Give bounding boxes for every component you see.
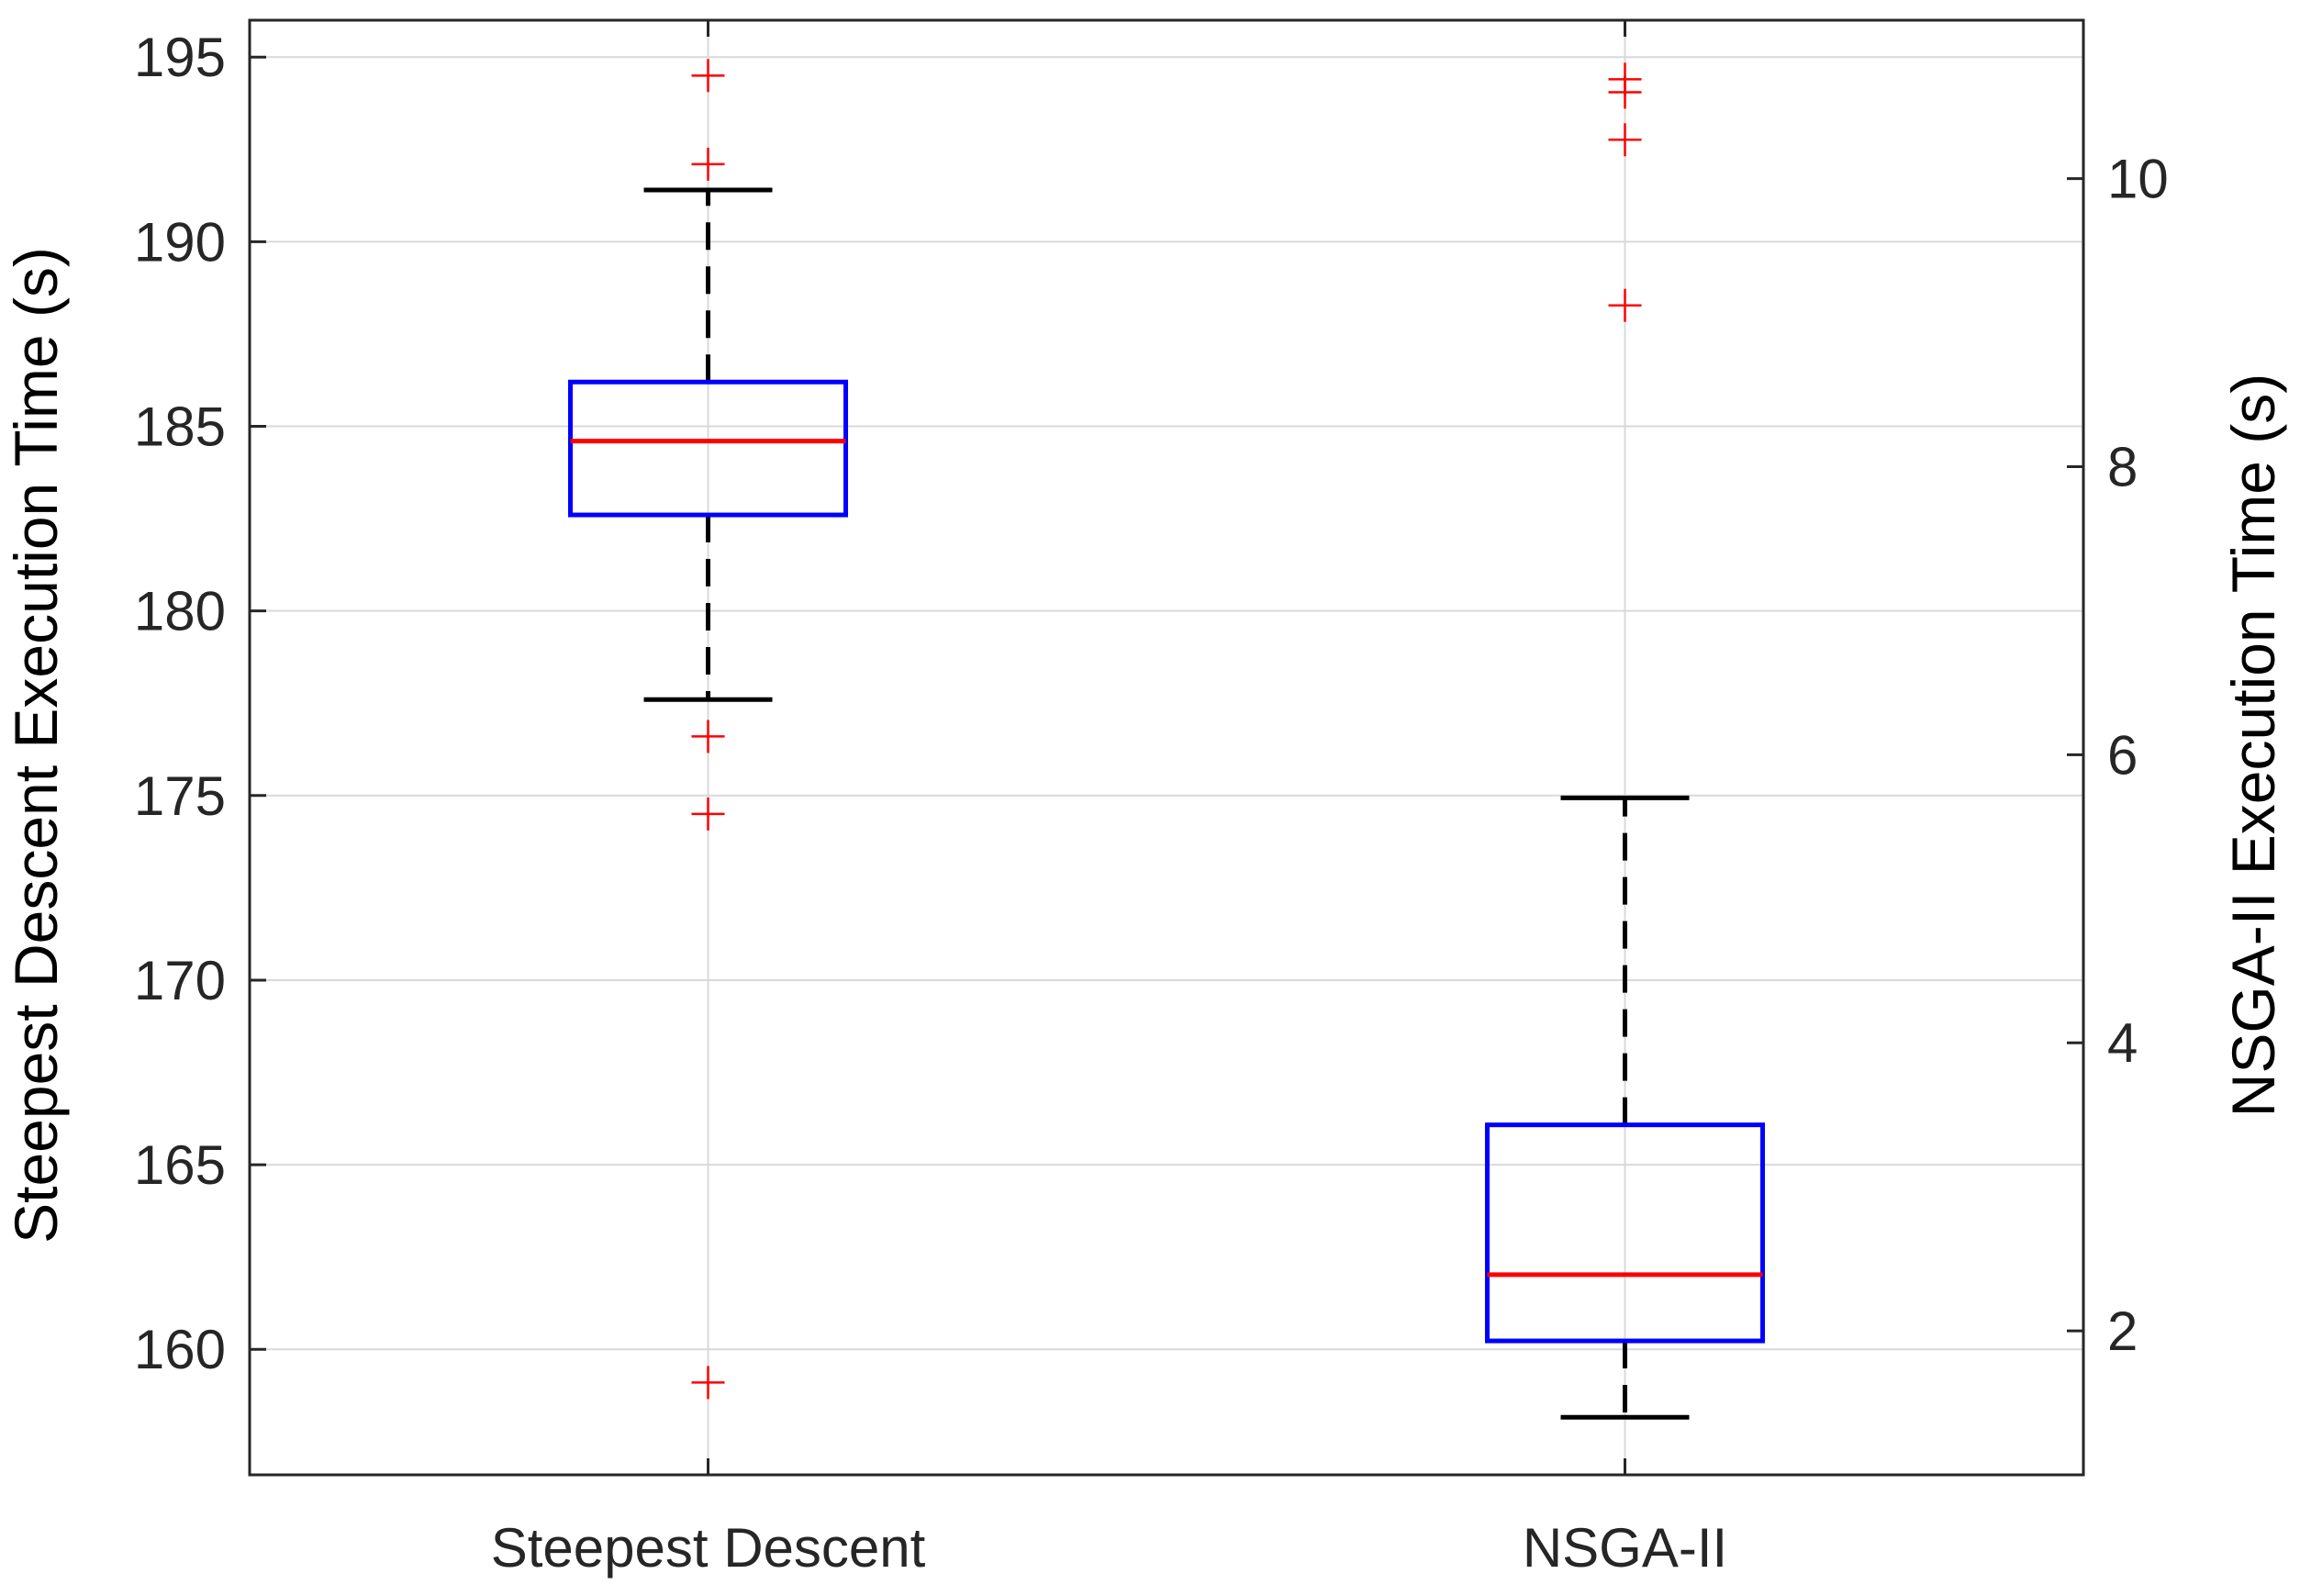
x-tick-label: Steepest Descent [491,1517,926,1579]
y-right-tick-label: 10 [2107,149,2169,210]
plot-area-frame [248,18,2085,1477]
y-left-tick-label: 190 [134,211,226,273]
box-plot-series [568,59,1765,1420]
box-iqr [568,379,848,518]
y-left-tick-label: 165 [134,1134,226,1196]
x-tick-label: NSGA-II [1523,1517,1727,1579]
box-iqr [1485,1122,1765,1344]
outlier-marker [1608,75,1642,109]
outlier-marker [691,720,725,753]
y-left-tick-label: 185 [134,396,226,458]
y-right-tick-label: 2 [2107,1300,2138,1362]
y-right-tick-label: 8 [2107,436,2138,497]
y-right-tick-label: 4 [2107,1012,2138,1074]
outlier-marker [691,797,725,831]
outlier-marker [691,59,725,93]
axis-ticks: 160 165 170 175 180 185 190 195 2 4 6 8 10 Steepest D… [134,20,2169,1579]
outlier-marker [691,1366,725,1400]
y-right-tick-label: 6 [2107,724,2138,786]
y-left-tick-label: 160 [134,1319,226,1380]
y-left-tick-label: 180 [134,581,226,642]
y-left-tick-label: 170 [134,950,226,1011]
outlier-marker [1608,123,1642,157]
y-left-tick-label: 175 [134,765,226,827]
y-left-tick-label: 195 [134,27,226,88]
y-axis-right-label: NSGA-II Execution Time (s) [2219,374,2287,1118]
grid-lines [250,20,2083,1475]
outlier-marker [691,147,725,181]
y-axis-left-label: Steepest Descent Execution Time (s) [2,247,70,1244]
outlier-marker [1608,288,1642,322]
